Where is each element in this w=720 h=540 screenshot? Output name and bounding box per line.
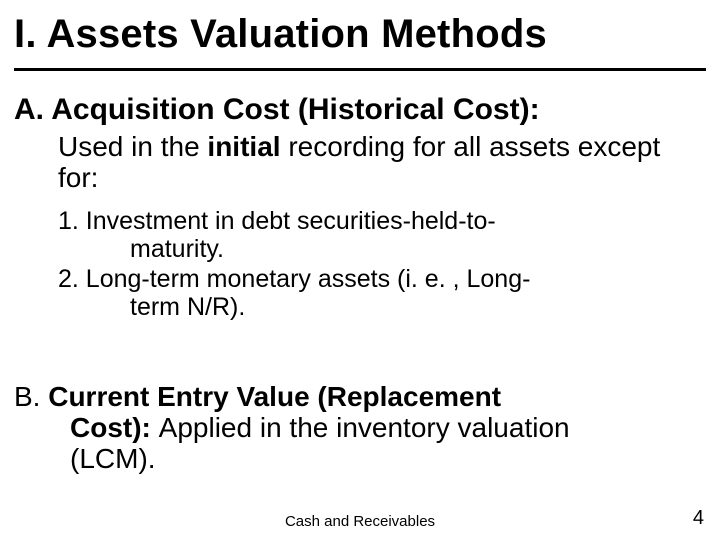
section-b: B. Current Entry Value (Replacement Cost… [14, 382, 706, 474]
section-b-lead-bold: Current Entry Value (Replacement [48, 381, 501, 412]
slide-title: I. Assets Valuation Methods [14, 12, 547, 57]
list-item-1-line2: maturity. [58, 235, 706, 263]
footer-text: Cash and Receivables [0, 513, 720, 530]
list-item-2-line2: term N/R). [58, 293, 706, 321]
section-a-heading: A. Acquisition Cost (Historical Cost): [14, 94, 706, 126]
page-number: 4 [693, 507, 704, 530]
list-item-2: 2. Long-term monetary assets (i. e. , Lo… [58, 265, 706, 321]
list-item-1-line1: 1. Investment in debt securities-held-to… [58, 207, 496, 235]
section-a-sub-pre: Used in the [58, 131, 207, 162]
section-b-line3: (LCM). [14, 444, 706, 475]
section-a-sub-bold: initial [207, 131, 280, 162]
section-b-line2-plain: Applied in the inventory valuation [159, 412, 570, 443]
section-a: A. Acquisition Cost (Historical Cost): U… [14, 94, 706, 321]
section-b-line2: Cost): Applied in the inventory valuatio… [14, 413, 706, 444]
list-item-2-line1: 2. Long-term monetary assets (i. e. , Lo… [58, 265, 530, 293]
section-b-line1: B. Current Entry Value (Replacement [14, 381, 501, 412]
title-underline [14, 68, 706, 71]
section-b-lead-plain: B. [14, 381, 48, 412]
section-a-list: 1. Investment in debt securities-held-to… [58, 207, 706, 321]
section-a-subtext: Used in the initial recording for all as… [58, 132, 706, 192]
list-item-1: 1. Investment in debt securities-held-to… [58, 207, 706, 263]
section-b-line2-bold: Cost): [70, 412, 159, 443]
slide: I. Assets Valuation Methods A. Acquisiti… [0, 0, 720, 540]
